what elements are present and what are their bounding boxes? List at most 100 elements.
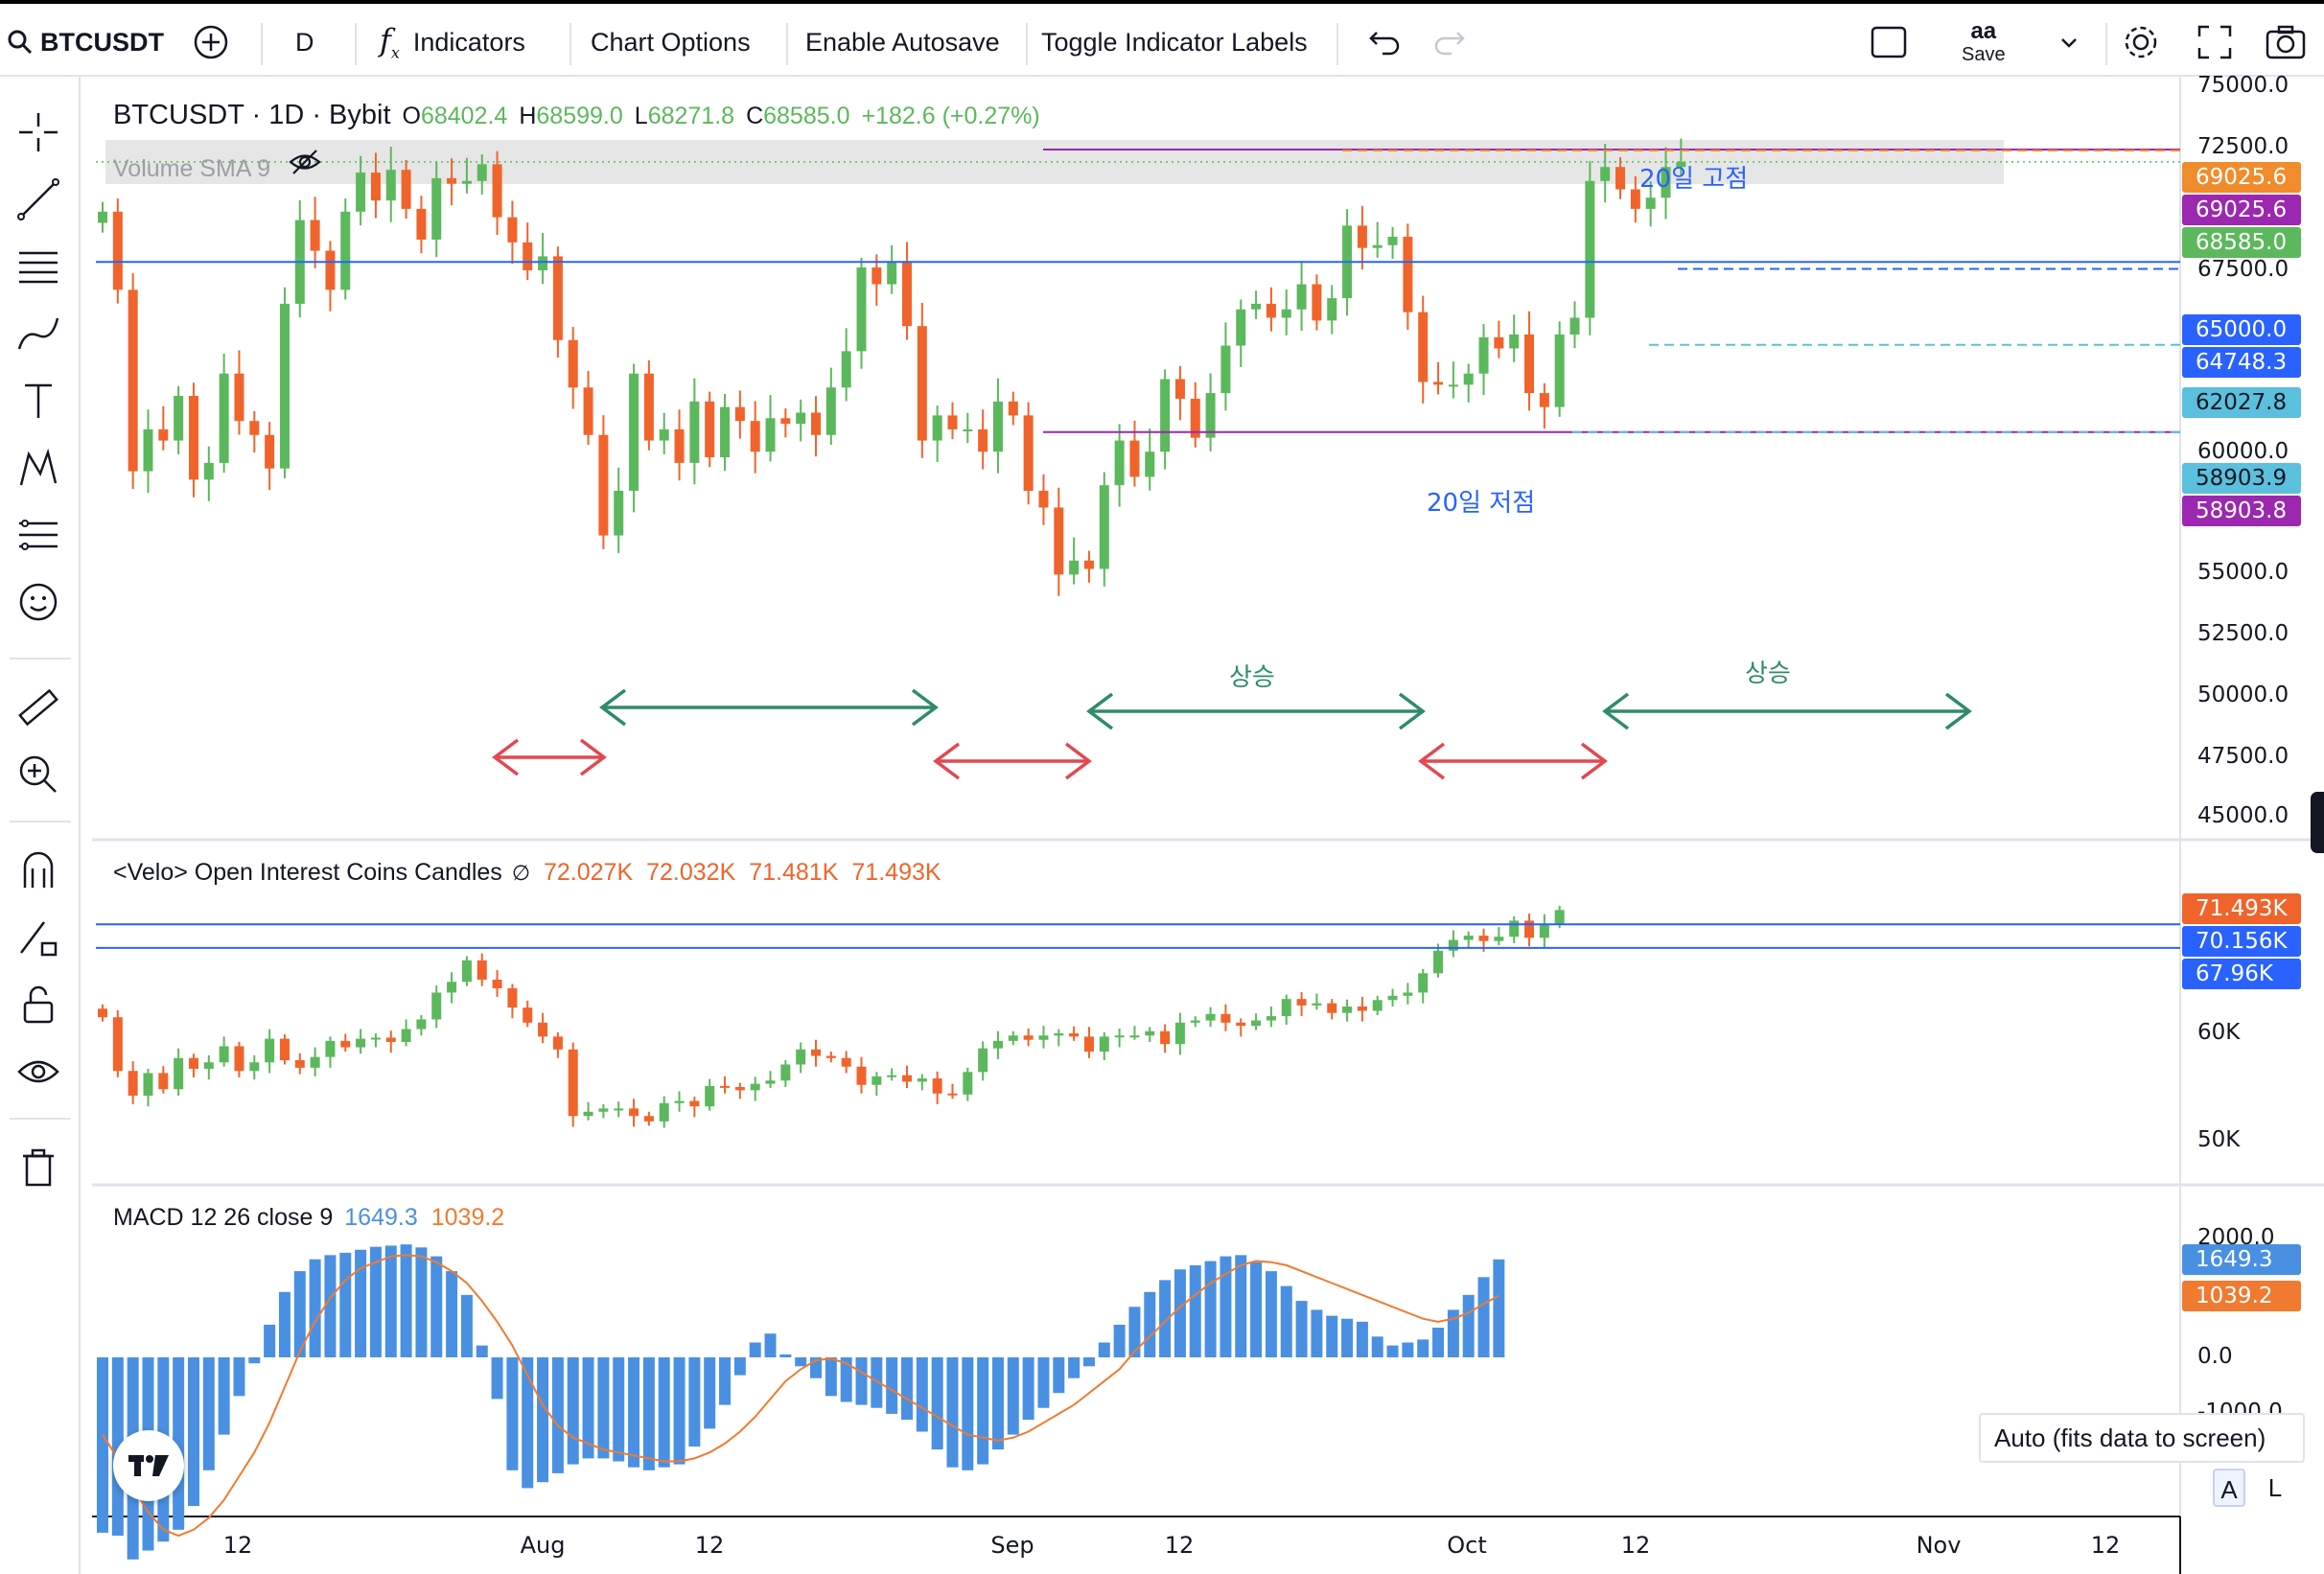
tradingview-logo[interactable] <box>113 1430 184 1501</box>
candle-body <box>978 428 988 452</box>
oi-candle-body <box>294 1060 305 1068</box>
macd-histogram-bar <box>506 1357 519 1470</box>
indicators-button[interactable]: fx Indicators <box>380 8 525 77</box>
magnet-tool[interactable] <box>12 844 65 897</box>
candle-body <box>765 418 776 452</box>
oi-candle-body <box>1524 920 1535 938</box>
crosshair-tool[interactable] <box>12 105 65 159</box>
arrow-green[interactable] <box>1602 692 1972 730</box>
macd-histogram-bar <box>855 1357 868 1405</box>
candle-body <box>841 351 851 388</box>
candle-body <box>1615 167 1625 190</box>
enable-autosave-button[interactable]: Enable Autosave <box>805 27 1000 57</box>
pencil-lock-icon <box>20 921 58 957</box>
candle-body <box>674 428 685 463</box>
macd-histogram-bar <box>1447 1309 1459 1357</box>
save-button[interactable]: aa Save <box>1962 8 2006 77</box>
macd-histogram-bar <box>293 1271 306 1357</box>
candle-body <box>158 428 169 441</box>
candle-body <box>750 421 760 452</box>
macd-histogram-bar <box>278 1291 290 1357</box>
eye-off-icon[interactable] <box>288 148 322 176</box>
macd-histogram-bar <box>825 1357 837 1397</box>
right-panel-handle[interactable] <box>2311 792 2324 853</box>
arrow-red[interactable] <box>492 738 607 776</box>
arrow-green[interactable] <box>599 688 939 727</box>
arrow-green[interactable] <box>1086 692 1426 730</box>
symbol-search[interactable]: BTCUSDT <box>6 8 164 77</box>
oi-axis-label: 50K <box>2197 1127 2241 1152</box>
auto-scale-button[interactable]: A <box>2213 1469 2245 1507</box>
macd-histogram-bar <box>840 1357 852 1402</box>
settings-button[interactable] <box>2121 8 2161 77</box>
annotation-20d-high[interactable]: 20일 고점 <box>1639 165 1749 194</box>
annotation-rise-1[interactable]: 상승 <box>1229 663 1275 692</box>
oi-candle-body <box>872 1076 882 1085</box>
price-axis-label: 55000.0 <box>2197 560 2289 585</box>
plus-circle-icon <box>194 25 228 59</box>
oi-value-3: 71.481K <box>749 859 839 886</box>
oi-candle-body <box>720 1085 731 1088</box>
fullscreen-button[interactable] <box>2196 8 2234 77</box>
text-tool[interactable] <box>12 374 65 428</box>
macd-histogram-bar <box>339 1252 352 1357</box>
macd-histogram-bar <box>446 1271 458 1357</box>
candle-body <box>1327 298 1337 321</box>
oi-candle-body <box>568 1049 578 1117</box>
fib-tool[interactable] <box>12 240 65 293</box>
pattern-tool[interactable] <box>12 441 65 495</box>
macd-histogram-bar <box>688 1357 701 1447</box>
time-axis-label: Oct <box>1447 1532 1487 1559</box>
open-value: 68402.4 <box>420 103 508 129</box>
time-axis-label: Sep <box>990 1532 1034 1559</box>
oi-candle-body <box>1494 937 1504 941</box>
screenshot-button[interactable] <box>2265 8 2307 77</box>
remove-drawings-tool[interactable] <box>12 1141 65 1194</box>
oi-candle-body <box>583 1111 593 1117</box>
annotation-20d-low[interactable]: 20일 저점 <box>1427 489 1536 518</box>
prediction-tool[interactable] <box>12 508 65 562</box>
compare-button[interactable] <box>192 8 230 77</box>
hide-drawings-tool[interactable] <box>12 1045 65 1099</box>
candle-body <box>917 326 927 441</box>
arrow-red[interactable] <box>1418 742 1608 780</box>
emoji-tool[interactable] <box>12 575 65 629</box>
log-scale-button[interactable]: L <box>2267 1473 2283 1502</box>
zoom-tool[interactable] <box>12 748 65 801</box>
stay-drawing-tool[interactable] <box>12 911 65 964</box>
search-icon <box>8 30 33 55</box>
layout-button[interactable] <box>1870 8 1908 77</box>
annotation-rise-2[interactable]: 상승 <box>1745 660 1791 688</box>
measure-tool[interactable] <box>12 681 65 734</box>
candle-body <box>523 242 533 270</box>
arrow-head-right <box>1398 692 1426 730</box>
macd-histogram-bar <box>324 1255 337 1357</box>
trend-line-tool[interactable] <box>12 173 65 226</box>
lock-drawings-tool[interactable] <box>12 978 65 1031</box>
candle-body <box>1509 334 1520 349</box>
candle-body <box>1296 284 1307 310</box>
camera-icon <box>2266 25 2306 59</box>
oi-candle-body <box>811 1049 822 1056</box>
volume-legend[interactable]: Volume SMA 9 <box>113 148 322 183</box>
arrow-red[interactable] <box>933 742 1092 780</box>
price-axis-label: 52500.0 <box>2197 621 2289 646</box>
oi-candle-body <box>249 1062 260 1072</box>
macd-histogram-bar <box>946 1357 959 1468</box>
toggle-indicator-labels-button[interactable]: Toggle Indicator Labels <box>1041 27 1308 57</box>
undo-button[interactable] <box>1361 8 1400 77</box>
candle-body <box>219 373 229 463</box>
oi-candle-body <box>629 1108 639 1117</box>
brush-tool[interactable] <box>12 307 65 360</box>
save-menu-button[interactable] <box>2056 8 2082 77</box>
chart-options-button[interactable]: Chart Options <box>591 27 751 57</box>
oi-candle-body <box>1296 999 1307 1006</box>
oi-candle-body <box>1403 992 1413 996</box>
redo-button[interactable] <box>1434 8 1473 77</box>
oi-candle-body <box>1174 1022 1185 1045</box>
macd-histogram-bar <box>871 1357 883 1408</box>
candle-body <box>1145 451 1155 477</box>
interval-button[interactable]: D <box>295 27 314 57</box>
oi-candle-body <box>659 1102 669 1122</box>
